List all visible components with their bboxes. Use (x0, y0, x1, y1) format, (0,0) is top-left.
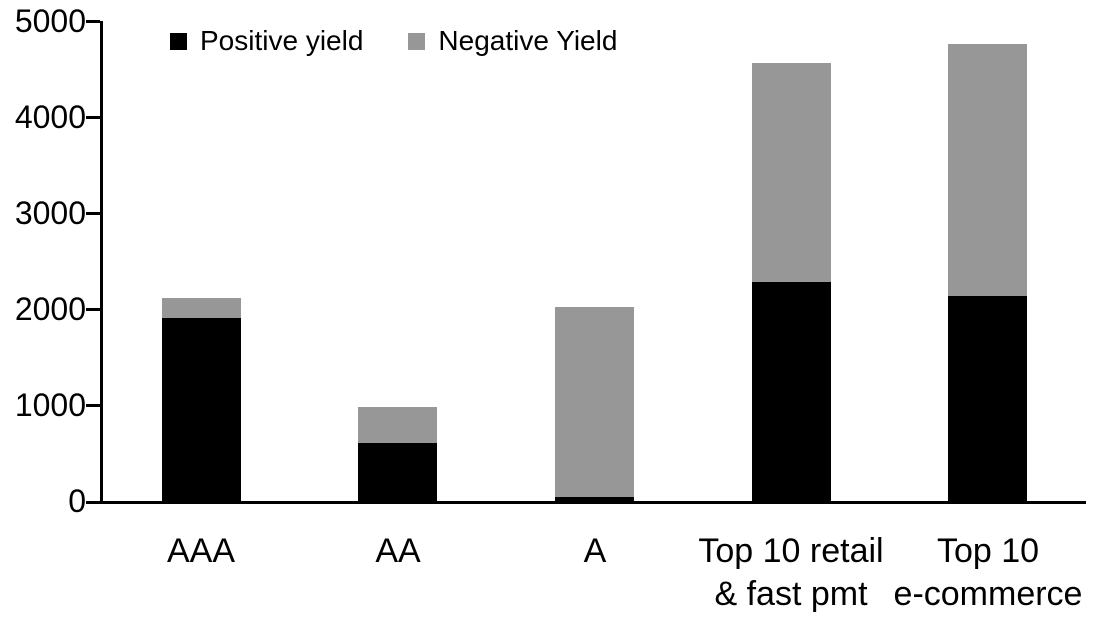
bar-segment-negative-yield (948, 44, 1027, 296)
y-tick-label: 3000 (14, 195, 86, 231)
y-tick-mark (86, 212, 100, 215)
x-axis-label-line: Top 10 retail (698, 532, 884, 570)
positive-yield-swatch-icon (170, 32, 187, 50)
bar-segment-positive-yield (555, 497, 634, 501)
y-tick-mark (86, 404, 100, 407)
y-tick-label: 1000 (14, 387, 86, 423)
bar-segment-negative-yield (358, 407, 437, 444)
y-tick-label: 5000 (14, 3, 86, 39)
x-axis-label: AA (258, 530, 538, 573)
y-tick-label: 4000 (14, 99, 86, 135)
legend-label: Positive yield (200, 25, 364, 56)
bar-group (555, 307, 634, 501)
y-axis-line (100, 21, 103, 504)
y-tick-mark (86, 116, 100, 119)
bar-segment-positive-yield (358, 443, 437, 501)
bar-group (948, 44, 1027, 501)
bar-segment-negative-yield (162, 298, 241, 319)
bar-segment-positive-yield (162, 318, 241, 501)
bar-segment-negative-yield (555, 307, 634, 498)
x-axis-label-line: Top 10 (936, 532, 1040, 570)
legend-label: Negative Yield (438, 25, 618, 56)
bar-group (752, 63, 831, 501)
x-axis-label-line: AAA (166, 532, 236, 570)
x-axis-label-line: e-commerce (893, 575, 1083, 613)
bar-segment-positive-yield (752, 281, 831, 501)
x-axis-label: Top 10 retail & fast pmt (651, 530, 931, 616)
x-axis-label: Top 10 e-commerce (848, 530, 1102, 616)
negative-yield-swatch-icon (408, 32, 426, 50)
x-axis-label: AAA (61, 530, 341, 573)
legend-item: Negative Yield (408, 26, 617, 56)
bar-group (162, 298, 241, 501)
x-axis-label-line: A (583, 532, 607, 570)
y-tick-label: 2000 (14, 291, 86, 327)
y-tick-mark (86, 20, 100, 23)
bar-group (358, 407, 437, 501)
y-tick-label: 0 (68, 483, 86, 519)
y-tick-mark (86, 308, 100, 311)
x-axis-label-line: AA (375, 532, 421, 570)
bar-segment-negative-yield (752, 63, 831, 282)
legend-item: Positive yield (170, 26, 363, 56)
chart-legend: Positive yield Negative Yield (170, 26, 617, 56)
x-axis-line (86, 501, 1086, 504)
x-axis-label-line: & fast pmt (714, 575, 868, 613)
bar-segment-positive-yield (948, 295, 1027, 501)
x-axis-label: A (455, 530, 735, 573)
